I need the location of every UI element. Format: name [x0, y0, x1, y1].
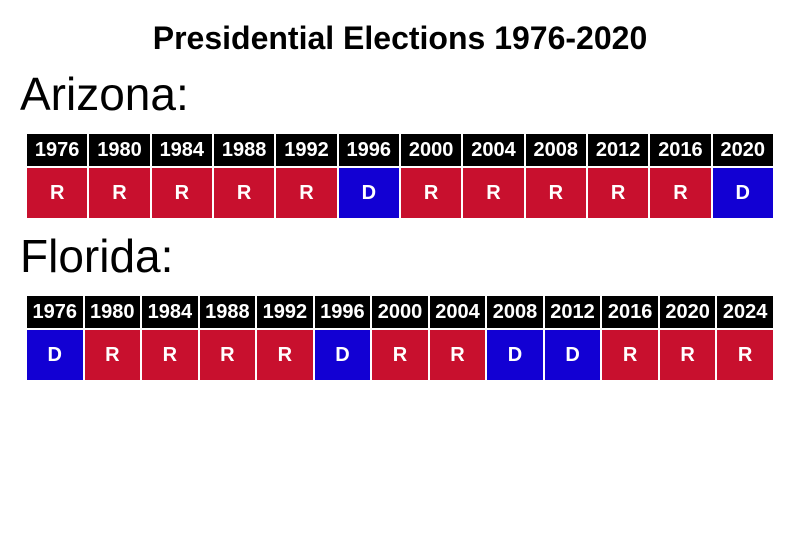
- year-cell: 2008: [486, 295, 544, 329]
- year-cell: 1996: [338, 133, 400, 167]
- party-row: RRRRRDRRRRRD: [26, 167, 774, 219]
- party-cell: R: [649, 167, 711, 219]
- year-cell: 2008: [525, 133, 587, 167]
- party-cell: R: [400, 167, 462, 219]
- year-cell: 2012: [544, 295, 602, 329]
- party-cell: D: [544, 329, 602, 381]
- party-cell: R: [256, 329, 314, 381]
- party-cell: R: [716, 329, 774, 381]
- year-cell: 1984: [141, 295, 199, 329]
- election-grid: 1976198019841988199219962000200420082012…: [26, 295, 774, 381]
- year-cell: 1996: [314, 295, 372, 329]
- year-cell: 2020: [712, 133, 774, 167]
- party-cell: D: [314, 329, 372, 381]
- year-cell: 1992: [275, 133, 337, 167]
- year-cell: 1984: [151, 133, 213, 167]
- party-cell: R: [462, 167, 524, 219]
- party-cell: R: [659, 329, 717, 381]
- party-cell: R: [525, 167, 587, 219]
- year-cell: 2016: [601, 295, 659, 329]
- party-cell: R: [141, 329, 199, 381]
- party-cell: R: [199, 329, 257, 381]
- year-cell: 1988: [213, 133, 275, 167]
- states-container: Arizona:19761980198419881992199620002004…: [20, 67, 780, 381]
- year-cell: 2004: [429, 295, 487, 329]
- year-cell: 2000: [371, 295, 429, 329]
- party-cell: R: [587, 167, 649, 219]
- party-cell: R: [84, 329, 142, 381]
- year-cell: 1976: [26, 295, 84, 329]
- election-grid: 1976198019841988199219962000200420082012…: [26, 133, 774, 219]
- party-cell: D: [338, 167, 400, 219]
- year-cell: 2012: [587, 133, 649, 167]
- party-cell: R: [26, 167, 88, 219]
- party-cell: D: [26, 329, 84, 381]
- year-cell: 1980: [84, 295, 142, 329]
- year-cell: 2000: [400, 133, 462, 167]
- party-cell: R: [371, 329, 429, 381]
- state-label: Florida:: [20, 229, 780, 283]
- party-cell: R: [275, 167, 337, 219]
- year-row: 1976198019841988199219962000200420082012…: [26, 295, 774, 329]
- year-cell: 1988: [199, 295, 257, 329]
- party-cell: R: [88, 167, 150, 219]
- party-cell: R: [601, 329, 659, 381]
- party-row: DRRRRDRRDDRRR: [26, 329, 774, 381]
- year-cell: 2024: [716, 295, 774, 329]
- year-cell: 1980: [88, 133, 150, 167]
- party-cell: D: [712, 167, 774, 219]
- year-cell: 1976: [26, 133, 88, 167]
- year-row: 1976198019841988199219962000200420082012…: [26, 133, 774, 167]
- party-cell: R: [429, 329, 487, 381]
- party-cell: D: [486, 329, 544, 381]
- year-cell: 1992: [256, 295, 314, 329]
- year-cell: 2016: [649, 133, 711, 167]
- year-cell: 2004: [462, 133, 524, 167]
- page-title: Presidential Elections 1976-2020: [20, 20, 780, 57]
- party-cell: R: [151, 167, 213, 219]
- party-cell: R: [213, 167, 275, 219]
- year-cell: 2020: [659, 295, 717, 329]
- state-label: Arizona:: [20, 67, 780, 121]
